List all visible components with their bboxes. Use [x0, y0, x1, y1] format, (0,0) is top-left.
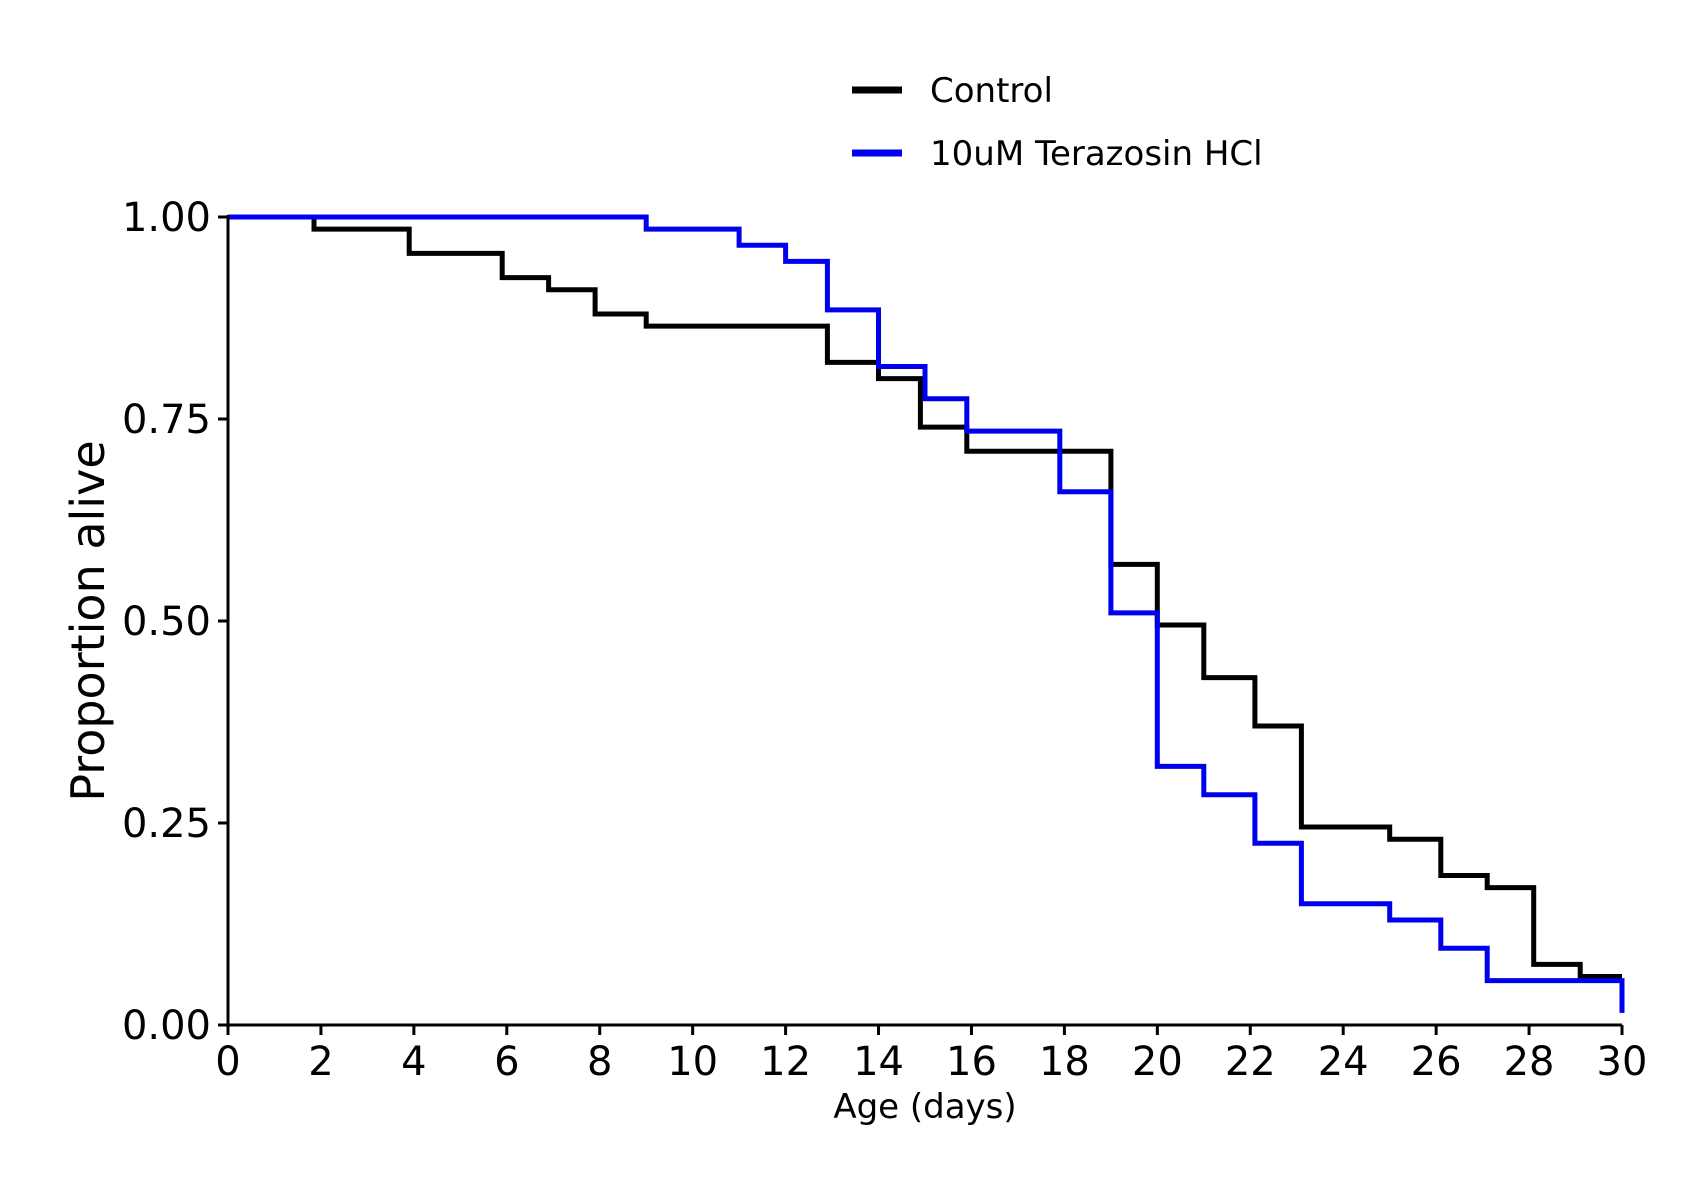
x-tick-label: 30 — [1597, 1039, 1648, 1085]
series-layer — [228, 214, 1625, 1013]
x-tick-label: 18 — [1039, 1039, 1090, 1085]
x-tick-label: 12 — [760, 1039, 811, 1085]
y-tick-label: 0.50 — [122, 599, 211, 645]
y-tick-label: 0.75 — [122, 397, 211, 443]
x-tick-label: 28 — [1504, 1039, 1555, 1085]
x-tick-label: 24 — [1318, 1039, 1369, 1085]
x-tick-label: 20 — [1132, 1039, 1183, 1085]
x-tick-label: 4 — [401, 1039, 426, 1085]
y-tick-label: 1.00 — [122, 195, 211, 241]
legend-label-control: Control — [930, 71, 1053, 111]
ticks-layer: 0 2 4 6 8 10 12 14 16 18 20 22 24 26 28 300.000.250.500… — [122, 195, 1648, 1085]
y-axis-label: Proportion alive — [61, 440, 115, 801]
series-line-control — [228, 214, 1622, 979]
y-tick-label: 0.00 — [122, 1003, 211, 1049]
y-tick-label: 0.25 — [122, 801, 211, 847]
legend: Control 10uM Terazosin HCl — [852, 71, 1263, 174]
x-tick-label: 8 — [587, 1039, 612, 1085]
x-tick-label: 10 — [667, 1039, 718, 1085]
x-tick-label: 16 — [946, 1039, 997, 1085]
x-tick-label: 26 — [1411, 1039, 1462, 1085]
x-tick-label: 2 — [308, 1039, 333, 1085]
x-tick-label: 22 — [1225, 1039, 1276, 1085]
x-tick-label: 0 — [215, 1039, 240, 1085]
legend-label-terazosin: 10uM Terazosin HCl — [930, 134, 1263, 174]
x-tick-label: 14 — [853, 1039, 904, 1085]
x-axis-label: Age (days) — [833, 1087, 1016, 1127]
x-tick-label: 6 — [494, 1039, 519, 1085]
series-line-terazosin — [228, 214, 1625, 1013]
